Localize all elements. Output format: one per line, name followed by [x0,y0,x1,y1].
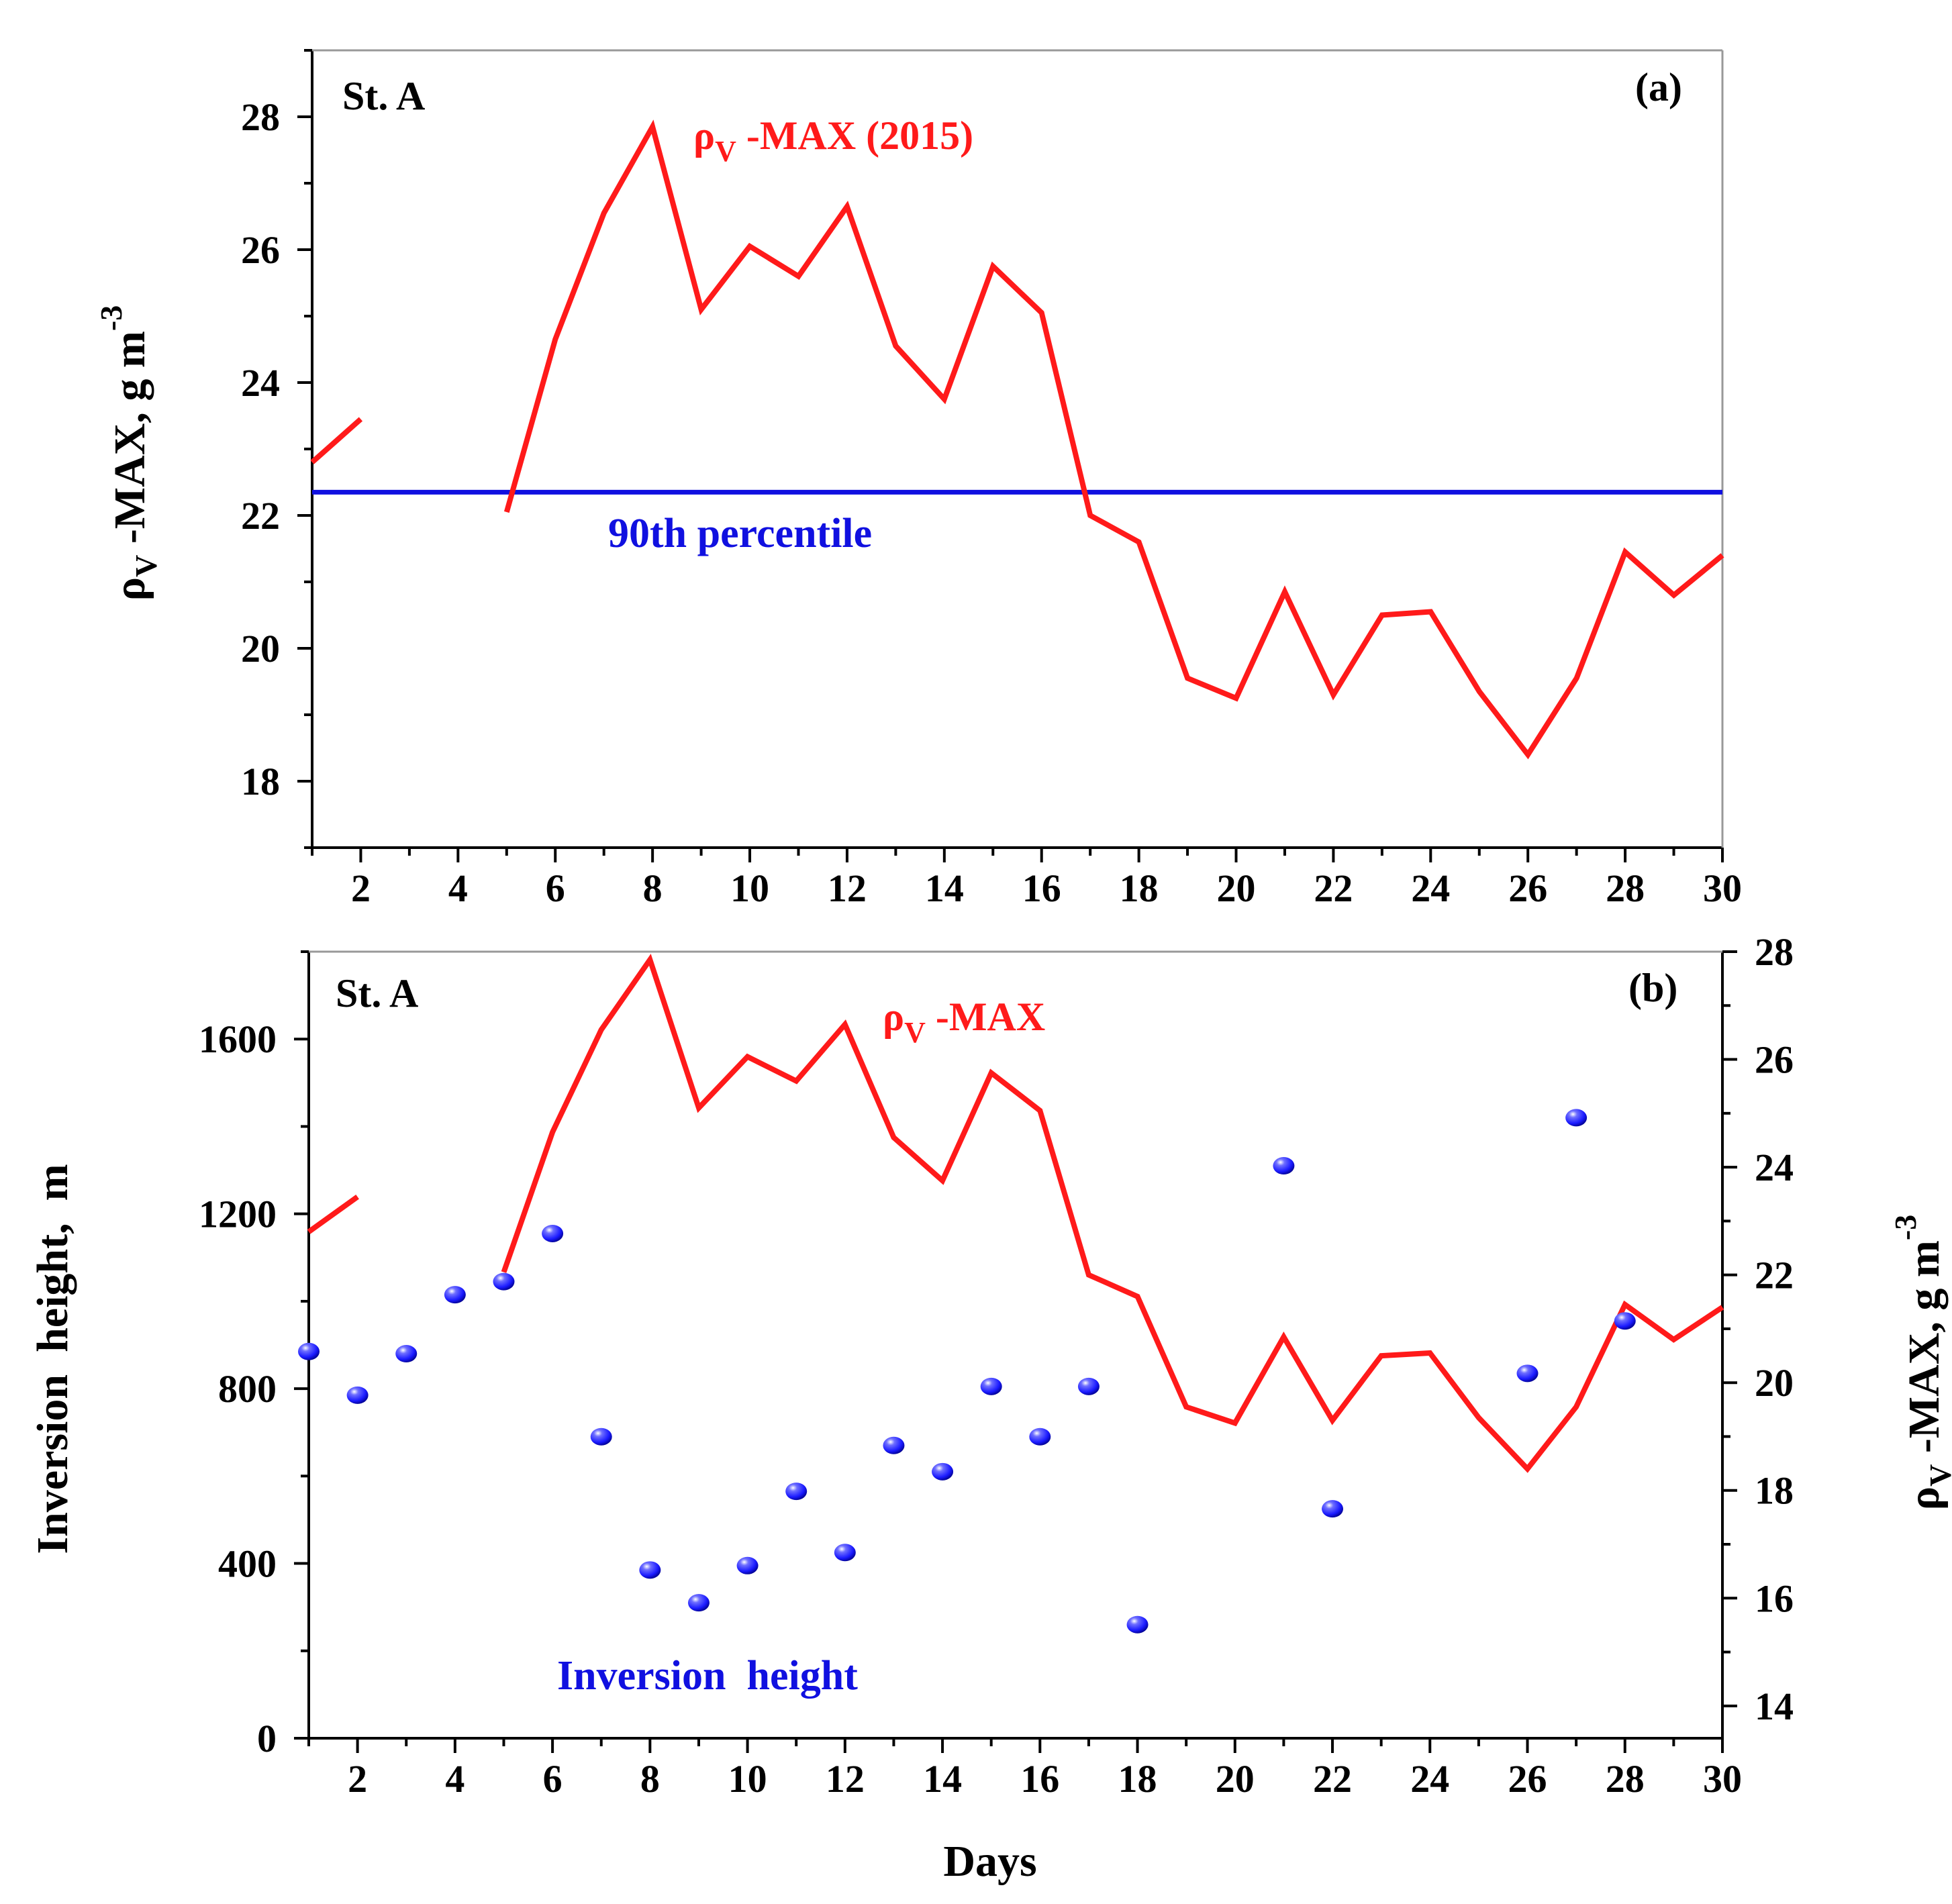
right-y-tick-label: 16 [1755,1576,1794,1620]
right-y-tick-label: 20 [1755,1361,1794,1405]
inversion-height-point [1273,1157,1295,1175]
x-tick-label: 10 [730,866,769,910]
y-tick-label: 20 [241,627,280,670]
inversion-height-point [590,1427,612,1446]
panel-b-station-label: St. A [336,971,418,1015]
rho-max-legend-label: ρV -MAX [883,995,1045,1049]
x-tick-label: 18 [1118,1757,1157,1801]
inversion-height-point [493,1272,515,1291]
x-tick-label: 14 [923,1757,962,1801]
right-y-tick-label: 14 [1755,1685,1794,1728]
inversion-height-point [1614,1312,1636,1330]
x-tick-label: 4 [448,866,468,910]
y-tick-label: 22 [241,494,280,538]
left-y-tick-label: 400 [218,1542,277,1586]
inversion-height-point [1322,1500,1344,1518]
panel-b-ticks [294,950,1737,1753]
x-tick-label: 4 [445,1757,465,1801]
x-tick-label: 20 [1216,1757,1255,1801]
right-y-tick-label: 24 [1755,1146,1794,1189]
inversion-height-point [1126,1615,1149,1634]
inversion-height-point [1516,1364,1539,1383]
right-y-tick-label: 22 [1755,1254,1794,1297]
panel-b: 2 4 6 8 10 12 14 16 18 20 22 24 26 28 3004008001200160… [28,930,1952,1886]
x-tick-label: 2 [351,866,371,910]
panel-b-right-y-axis-title: ρV -MAX, g m-3 [1888,1215,1952,1510]
x-tick-label: 10 [728,1757,767,1801]
x-tick-label: 12 [828,866,867,910]
x-axis-title: Days [943,1837,1036,1886]
inversion-height-point [542,1224,564,1242]
x-tick-label: 8 [640,1757,660,1801]
x-tick-label: 18 [1120,866,1159,910]
left-y-tick-label: 0 [257,1717,277,1760]
inversion-height-point [639,1561,661,1579]
inversion-height-point [298,1342,320,1360]
y-tick-label: 18 [241,760,280,803]
inversion-height-point [785,1483,808,1501]
x-tick-label: 30 [1703,1757,1742,1801]
right-y-tick-label: 26 [1755,1038,1794,1082]
x-tick-label: 24 [1410,1757,1449,1801]
rho-max-legend-label: ρV -MAX (2015) [693,113,973,168]
rho-max-line [307,954,1724,1473]
inversion-height-point [883,1436,905,1454]
panel-a-station-label: St. A [342,74,425,118]
x-tick-label: 28 [1606,866,1645,910]
x-tick-label: 24 [1411,866,1450,910]
x-tick-label: 12 [826,1757,865,1801]
x-tick-label: 8 [643,866,663,910]
y-tick-label: 26 [241,228,280,272]
y-tick-label: 28 [241,95,280,139]
panel-a-ticks [297,49,1724,862]
x-tick-label: 20 [1217,866,1256,910]
panel-b-tick-labels: 2 4 6 8 10 12 14 16 18 20 22 24 26 28 3004008001200160… [199,930,1794,1801]
x-tick-label: 30 [1703,866,1742,910]
x-tick-label: 2 [348,1757,367,1801]
x-tick-label: 26 [1508,866,1547,910]
inversion-height-point [932,1462,954,1481]
inversion-height-point [736,1556,759,1574]
inversion-height-point [346,1386,369,1404]
inversion-height-point [687,1594,710,1612]
x-tick-label: 22 [1314,866,1353,910]
rho-max-line [310,119,1724,760]
inversion-height-point [395,1345,418,1363]
inversion-height-point [1565,1109,1588,1127]
inversion-height-legend-label: Inversion height [557,1653,858,1699]
inversion-height-point [1077,1377,1100,1395]
inversion-height-points [298,1109,1636,1634]
inversion-height-point [980,1377,1002,1395]
left-y-tick-label: 1600 [199,1017,277,1061]
x-tick-label: 16 [1022,866,1061,910]
right-y-tick-label: 28 [1755,930,1794,974]
left-y-tick-label: 800 [218,1367,277,1411]
x-tick-label: 6 [543,1757,563,1801]
panel-b-tag: (b) [1628,966,1677,1010]
panel-a-y-axis-title: ρV -MAX, g m-3 [94,305,163,601]
inversion-height-point [1029,1427,1051,1446]
panel-b-left-y-axis-title: Inversion height, m [28,1164,77,1554]
percentile-label: 90th percentile [608,511,872,556]
x-tick-label: 22 [1313,1757,1352,1801]
inversion-height-point [444,1286,466,1304]
x-tick-label: 26 [1508,1757,1547,1801]
x-tick-label: 6 [546,866,565,910]
right-y-tick-label: 18 [1755,1469,1794,1513]
y-tick-label: 24 [241,361,280,405]
panel-a-tag: (a) [1635,65,1682,109]
x-tick-label: 28 [1606,1757,1645,1801]
x-tick-label: 16 [1020,1757,1059,1801]
x-tick-label: 14 [925,866,964,910]
inversion-height-point [834,1544,856,1562]
left-y-tick-label: 1200 [199,1193,277,1236]
